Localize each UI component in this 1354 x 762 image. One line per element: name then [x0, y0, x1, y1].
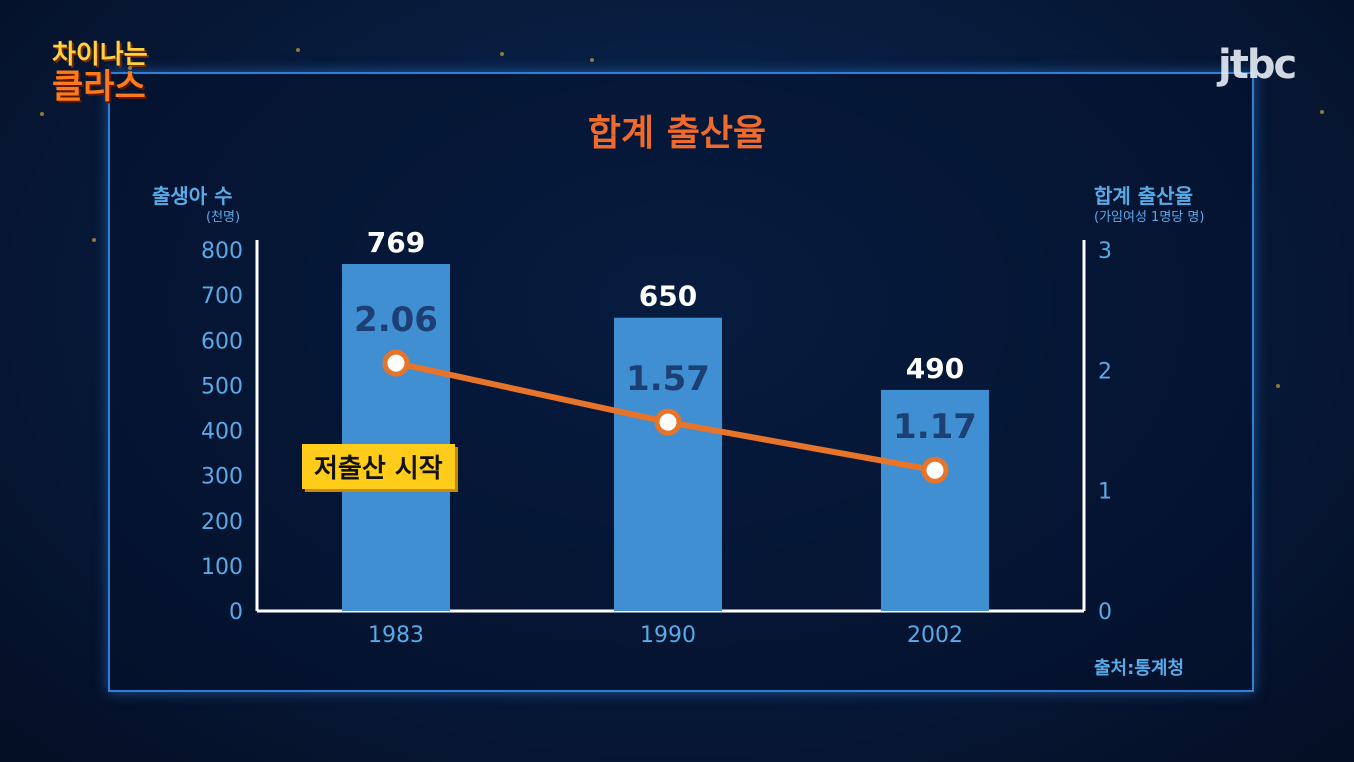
- bar-value-label: 650: [639, 280, 697, 313]
- background-star: [296, 48, 300, 52]
- bar: [614, 317, 722, 611]
- left-tick-label: 700: [201, 284, 243, 309]
- background-star: [1276, 384, 1280, 388]
- right-tick-label: 1: [1098, 480, 1112, 505]
- source-note: 출처:통계청: [1094, 658, 1184, 679]
- right-tick-label: 2: [1098, 359, 1112, 384]
- background-star: [590, 58, 594, 62]
- rate-point: [654, 408, 682, 436]
- left-tick-label: 0: [229, 600, 243, 625]
- background-star: [1320, 110, 1324, 114]
- background-star: [40, 112, 44, 116]
- bar-value-label: 490: [906, 352, 964, 385]
- rate-point: [382, 349, 410, 377]
- left-tick-label: 200: [201, 510, 243, 535]
- background-star: [92, 238, 96, 242]
- chart-title: 합계 출산율: [587, 113, 767, 154]
- left-axis-unit: (천명): [206, 210, 241, 225]
- right-tick-label: 3: [1098, 239, 1112, 264]
- program-logo: 차이나는 클라스: [52, 40, 148, 107]
- annotation-badge: 저출산 시작: [302, 444, 455, 489]
- background-star: [500, 52, 504, 56]
- x-tick-label: 1983: [368, 623, 424, 648]
- right-axis-unit: (가임여성 1명당 명): [1094, 210, 1205, 225]
- rate-value-label: 1.57: [626, 359, 710, 399]
- left-tick-label: 100: [201, 555, 243, 580]
- rate-value-label: 2.06: [354, 300, 438, 340]
- left-tick-label: 600: [201, 329, 243, 354]
- x-tick-label: 1990: [640, 623, 696, 648]
- bar: [342, 263, 450, 611]
- right-axis-label: 합계 출산율: [1094, 184, 1193, 208]
- bar-value-label: 769: [367, 226, 425, 259]
- left-tick-label: 500: [201, 374, 243, 399]
- bar: [881, 389, 989, 611]
- left-tick-label: 800: [201, 239, 243, 264]
- left-tick-label: 400: [201, 420, 243, 445]
- x-tick-label: 2002: [907, 623, 963, 648]
- channel-logo: jtbc: [1218, 42, 1297, 88]
- rate-point: [921, 456, 949, 484]
- rate-value-label: 1.17: [893, 407, 977, 447]
- left-tick-label: 300: [201, 465, 243, 490]
- right-tick-label: 0: [1098, 600, 1112, 625]
- background-star: [128, 66, 132, 70]
- left-axis-label: 출생아 수: [152, 184, 233, 208]
